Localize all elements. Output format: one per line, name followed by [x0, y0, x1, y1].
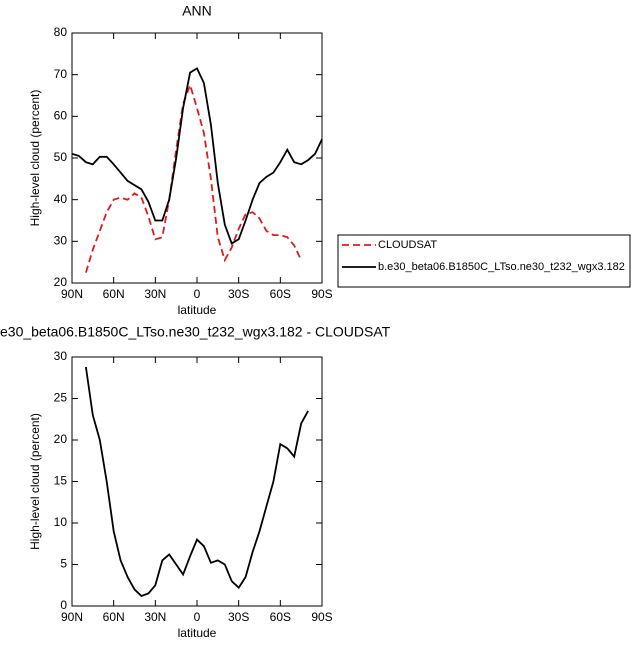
- y-tick-label: 50: [54, 150, 68, 164]
- y-axis-label: High-level cloud (percent): [28, 90, 42, 227]
- data-line: [85, 82, 303, 273]
- x-tick-label: 30S: [228, 610, 249, 624]
- y-tick-label: 5: [60, 557, 67, 571]
- y-tick-label: 10: [54, 515, 68, 529]
- y-tick-label: 15: [54, 474, 68, 488]
- data-line: [85, 366, 309, 598]
- plot-frame: [71, 356, 323, 607]
- y-tick-label: 80: [54, 25, 68, 39]
- x-tick-label: 60S: [270, 610, 291, 624]
- x-tick-label: 0: [194, 610, 201, 624]
- x-tick-label: 60N: [103, 610, 125, 624]
- x-axis-label: latitude: [178, 303, 217, 317]
- y-tick-label: 60: [54, 109, 68, 123]
- x-tick-label: 60S: [270, 287, 291, 301]
- chart-title: ANN: [182, 3, 212, 19]
- y-tick-label: 40: [54, 192, 68, 206]
- y-axis-label: High-level cloud (percent): [28, 413, 42, 550]
- x-tick-label: 90N: [61, 287, 83, 301]
- y-tick-label: 30: [54, 234, 68, 248]
- x-tick-label: 90S: [311, 287, 332, 301]
- chart-title: e30_beta06.B1850C_LTso.ne30_t232_wgx3.18…: [0, 324, 391, 340]
- legend-label: b.e30_beta06.B1850C_LTso.ne30_t232_wgx3.…: [378, 261, 625, 273]
- x-tick-label: 30S: [228, 287, 249, 301]
- y-tick-label: 20: [54, 275, 68, 289]
- data-line: [71, 67, 323, 245]
- y-tick-label: 25: [54, 391, 68, 405]
- y-tick-label: 30: [54, 349, 68, 363]
- y-tick-label: 0: [60, 598, 67, 612]
- x-tick-label: 0: [194, 287, 201, 301]
- x-tick-label: 60N: [103, 287, 125, 301]
- y-tick-label: 20: [54, 432, 68, 446]
- x-axis-label: latitude: [178, 626, 217, 640]
- legend-box: [337, 234, 631, 288]
- x-tick-label: 30N: [144, 610, 166, 624]
- legend-label: CLOUDSAT: [378, 239, 437, 251]
- x-tick-label: 90N: [61, 610, 83, 624]
- x-tick-label: 90S: [311, 610, 332, 624]
- x-tick-label: 30N: [144, 287, 166, 301]
- y-tick-label: 70: [54, 67, 68, 81]
